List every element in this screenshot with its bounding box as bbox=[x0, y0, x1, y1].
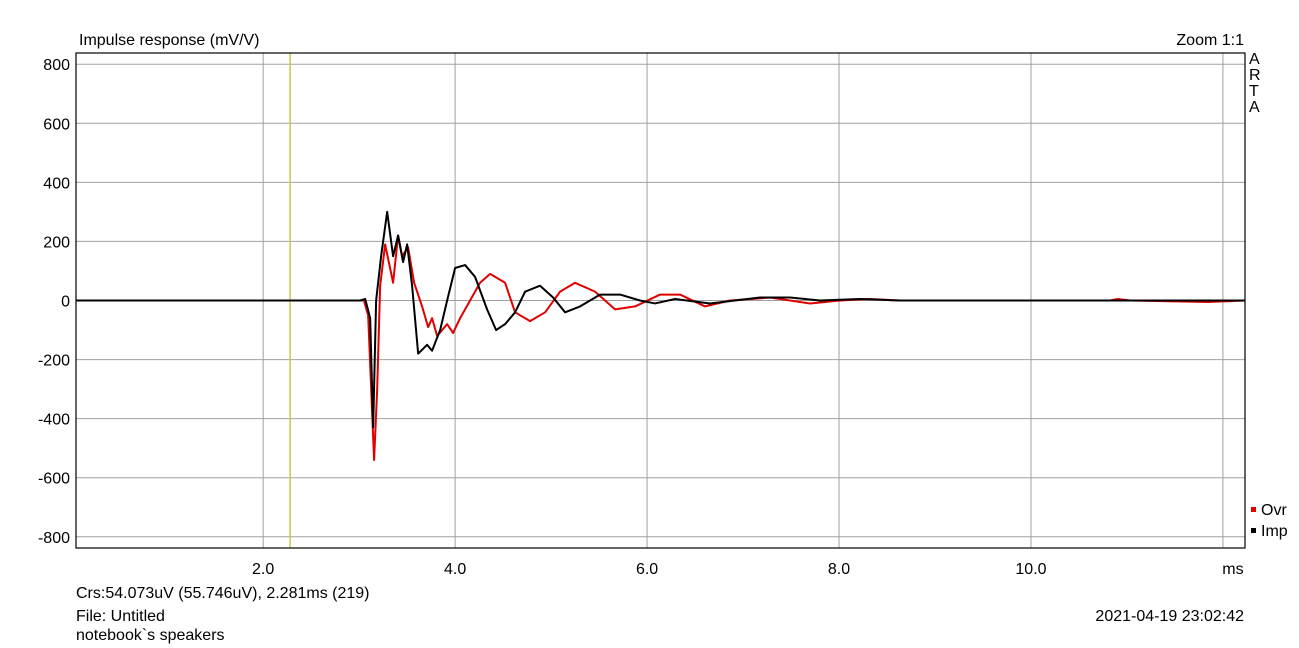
cursor-readout: Crs:54.073uV (55.746uV), 2.281ms (219) bbox=[76, 585, 370, 602]
legend-label: Imp bbox=[1261, 523, 1288, 540]
plot-frame bbox=[75, 52, 1246, 549]
legend-label: Ovr bbox=[1261, 502, 1287, 519]
series-line bbox=[76, 210, 1245, 429]
x-tick-label: 2.0 bbox=[252, 561, 274, 578]
x-tick-label: ms bbox=[1222, 561, 1243, 578]
zoom-label: Zoom 1:1 bbox=[1176, 32, 1244, 49]
x-tick-label: 8.0 bbox=[828, 561, 850, 578]
file-label: File: Untitled bbox=[76, 608, 165, 625]
y-tick-label: -200 bbox=[38, 353, 70, 370]
y-tick-label: 400 bbox=[43, 175, 70, 192]
y-tick-label: 0 bbox=[61, 294, 70, 311]
timestamp: 2021-04-19 23:02:42 bbox=[1095, 608, 1244, 625]
chart-title: Impulse response (mV/V) bbox=[79, 32, 260, 49]
note-label: notebook`s speakers bbox=[76, 627, 225, 644]
legend-swatch bbox=[1251, 528, 1256, 533]
x-tick-label: 6.0 bbox=[636, 561, 658, 578]
y-tick-label: -600 bbox=[38, 471, 70, 488]
x-tick-label: 4.0 bbox=[444, 561, 466, 578]
legend-swatch bbox=[1251, 507, 1256, 512]
y-tick-label: 600 bbox=[43, 116, 70, 133]
y-tick-label: 800 bbox=[43, 57, 70, 74]
series-line bbox=[76, 234, 1245, 461]
x-tick-label: 10.0 bbox=[1015, 561, 1046, 578]
side-label: ARTA bbox=[1249, 51, 1261, 116]
y-tick-label: -400 bbox=[38, 412, 70, 429]
y-tick-label: -800 bbox=[38, 530, 70, 547]
y-tick-label: 200 bbox=[43, 234, 70, 251]
